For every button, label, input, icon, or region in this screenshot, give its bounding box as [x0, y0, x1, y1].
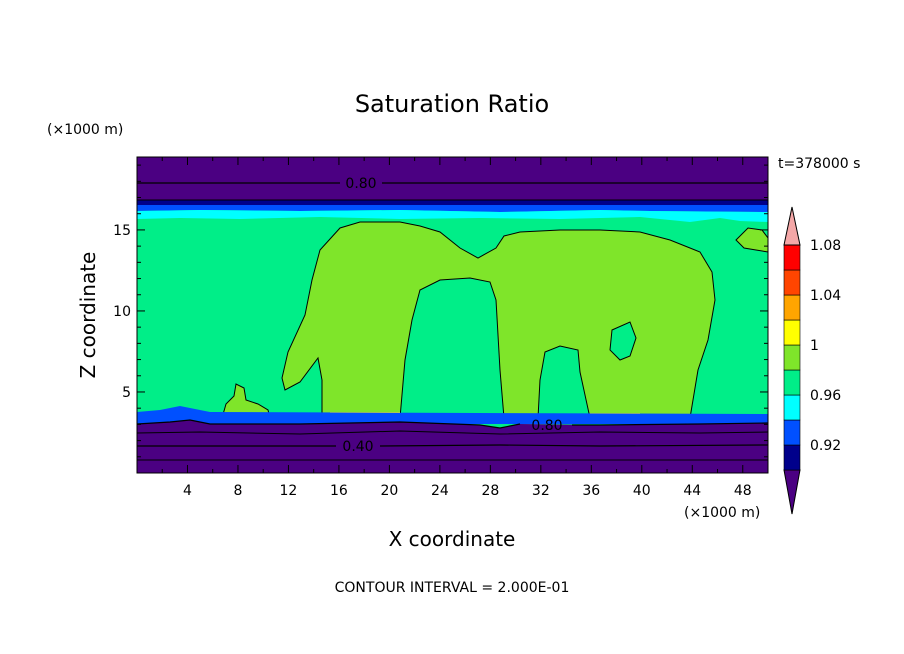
colorbar-swatch [783, 244, 801, 271]
colorbar-min-triangle [783, 469, 801, 515]
x-tick-label: 48 [734, 483, 752, 499]
x-axis-ticks: 4 8 12 16 20 24 28 32 36 40 44 48 [161, 157, 752, 499]
contour-interval-label: CONTOUR INTERVAL = 2.000E-01 [335, 580, 570, 596]
upper-blue-band [137, 200, 768, 205]
x-tick-label: 28 [481, 483, 499, 499]
colorbar-swatch [783, 344, 801, 371]
x-unit-label: (×1000 m) [684, 505, 760, 521]
plot-frame [136, 156, 769, 474]
colorbar-label: 1 [810, 338, 819, 354]
upper-light-blue-band [137, 205, 768, 212]
contour-label-upper: 0.80 [345, 176, 376, 192]
time-label: t=378000 s [778, 156, 860, 172]
y-tick-label: 10 [113, 304, 131, 320]
x-tick-label: 16 [330, 483, 348, 499]
colorbar-swatch [783, 269, 801, 296]
colorbar-label: 1.04 [810, 288, 841, 304]
x-tick-label: 36 [582, 483, 600, 499]
colorbar-label: 1.08 [810, 238, 841, 254]
contour-line-boundary-1b [572, 422, 768, 426]
x-tick-label: 12 [280, 483, 298, 499]
x-tick-label: 44 [683, 483, 701, 499]
x-tick-label: 4 [183, 483, 192, 499]
colorbar-swatch [783, 394, 801, 421]
contour-label-middle: 0.80 [531, 418, 562, 434]
y-axis-label: Z coordinate [76, 252, 100, 379]
small-cloud-right [735, 227, 768, 253]
cloud-plume-left [281, 221, 716, 419]
colorbar-max-triangle [783, 206, 801, 246]
x-tick-label: 40 [633, 483, 651, 499]
colorbar-label: 0.92 [810, 438, 841, 454]
x-tick-label: 8 [233, 483, 242, 499]
contour-field [137, 157, 768, 473]
colorbar-swatch [783, 419, 801, 446]
x-tick-label: 32 [532, 483, 550, 499]
chart-title: Saturation Ratio [355, 90, 549, 118]
upper-cyan-band [137, 210, 768, 222]
contour-line-boundary-3b [379, 444, 768, 447]
contour-line-boundary-1 [137, 419, 521, 429]
colorbar-label: 0.96 [810, 388, 841, 404]
plume-hole [609, 321, 637, 361]
upper-dry-layer [137, 157, 768, 202]
colorbar-swatch [783, 294, 801, 321]
colorbar-swatch [783, 369, 801, 396]
y-axis-ticks: 5 10 15 [113, 164, 768, 458]
colorbar: 1.08 1.04 1 0.96 0.92 [783, 206, 841, 515]
y-tick-label: 5 [122, 385, 131, 401]
y-tick-label: 15 [113, 223, 131, 239]
colorbar-swatch [783, 319, 801, 346]
x-axis-label: X coordinate [389, 527, 516, 551]
contour-line-boundary-2 [137, 430, 768, 435]
boundary-blue-band [137, 406, 768, 424]
contour-label-lower: 0.40 [342, 439, 373, 455]
x-tick-label: 24 [431, 483, 449, 499]
x-tick-label: 20 [380, 483, 398, 499]
y-unit-label: (×1000 m) [47, 122, 123, 138]
colorbar-swatch [783, 444, 801, 471]
